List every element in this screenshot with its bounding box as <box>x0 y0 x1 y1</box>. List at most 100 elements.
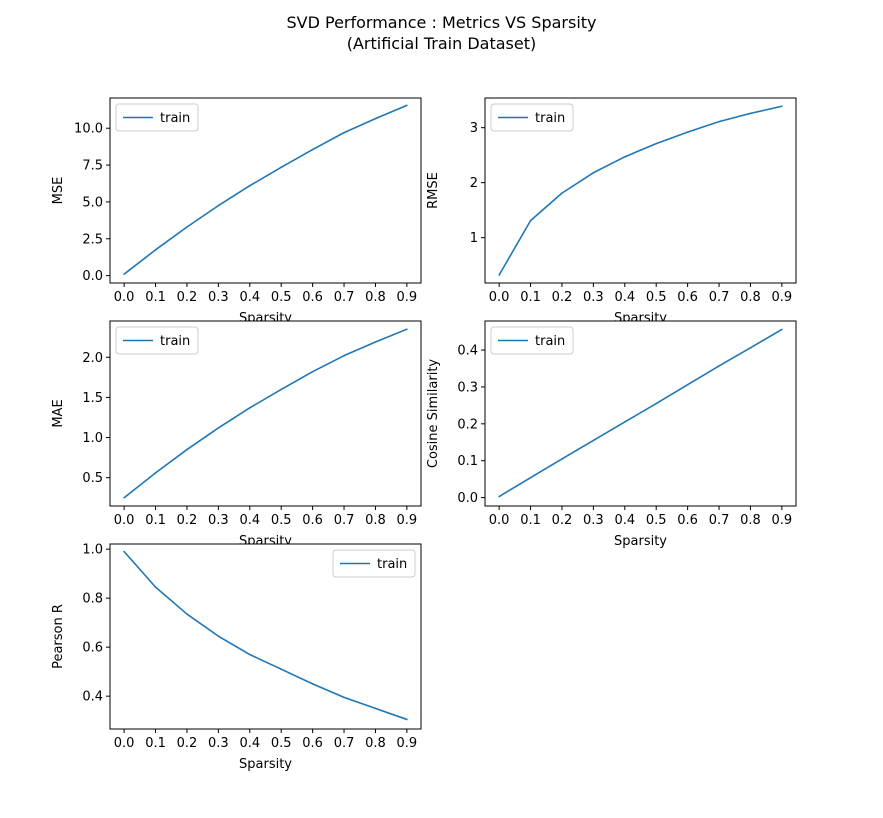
data-point <box>749 112 752 115</box>
x-tick-label: 0.4 <box>239 736 260 751</box>
x-tick-label: 0.9 <box>772 290 793 305</box>
y-tick-label: 0.6 <box>82 641 103 656</box>
y-tick-label: 1.0 <box>82 543 103 558</box>
x-tick-label: 0.2 <box>177 290 198 305</box>
x-tick-label: 0.3 <box>208 513 229 528</box>
x-tick-label: 0.8 <box>365 736 386 751</box>
x-tick-label: 0.1 <box>520 513 541 528</box>
data-point <box>686 383 689 386</box>
x-tick-label: 0.3 <box>208 290 229 305</box>
legend-label: train <box>535 111 565 126</box>
y-tick-label: 3 <box>470 121 478 136</box>
x-axis-label: Sparsity <box>239 757 292 772</box>
x-tick-label: 0.9 <box>397 290 418 305</box>
series-line-train <box>123 328 408 499</box>
figure-title-line-2: (Artificial Train Dataset) <box>346 34 537 53</box>
data-point <box>655 142 658 145</box>
x-tick-label: 0.8 <box>740 513 761 528</box>
data-point <box>311 683 314 685</box>
y-tick-label: 2.0 <box>82 351 103 366</box>
data-point <box>374 707 377 710</box>
x-tick-label: 0.7 <box>334 513 355 528</box>
y-tick-label: 0.8 <box>82 592 103 607</box>
x-tick-label: 0.6 <box>302 736 323 751</box>
y-tick-label: 0.2 <box>457 417 478 432</box>
y-tick-label: 0.1 <box>457 454 478 469</box>
y-tick-label: 2.5 <box>82 232 103 247</box>
y-axis-label: MSE <box>51 177 66 205</box>
x-tick-label: 0.6 <box>677 513 698 528</box>
data-point <box>123 273 125 275</box>
data-point <box>592 439 595 442</box>
x-tick-label: 0.0 <box>114 290 135 305</box>
data-point <box>655 402 658 405</box>
data-point <box>154 249 157 251</box>
y-axis-label: Cosine Similarity <box>426 359 441 469</box>
subplot-2: 0.0 0.1 0.2 0.3 0.4 0.5 0.6 0.7 0.8 0.9123Sparsit… <box>426 97 797 326</box>
data-point <box>217 427 220 429</box>
y-axis-label: Pearson R <box>51 604 66 669</box>
y-tick-label: 0.4 <box>82 690 103 705</box>
x-tick-label: 0.5 <box>271 736 292 751</box>
legend-label: train <box>160 111 190 126</box>
y-tick-label: 0.4 <box>457 344 478 359</box>
x-tick-label: 0.2 <box>552 290 573 305</box>
x-tick-label: 0.7 <box>709 290 730 305</box>
y-tick-label: 2 <box>470 176 478 191</box>
x-tick-label: 0.0 <box>489 513 510 528</box>
data-point <box>623 421 626 423</box>
x-tick-label: 0.7 <box>334 736 355 751</box>
subplot-1: 0.0 0.1 0.2 0.3 0.4 0.5 0.6 0.7 0.8 0.9 0.0 2.5 5.0 7… <box>51 97 422 326</box>
data-point <box>623 156 626 158</box>
x-tick-label: 0.7 <box>709 513 730 528</box>
data-point <box>374 117 377 120</box>
data-point <box>374 341 377 343</box>
x-tick-label: 0.4 <box>239 513 260 528</box>
x-tick-label: 0.9 <box>397 736 418 751</box>
data-point <box>311 370 314 373</box>
data-point <box>718 365 720 367</box>
series-line-train <box>123 551 408 721</box>
legend-box <box>115 103 199 132</box>
y-tick-label: 7.5 <box>82 159 103 174</box>
legend: train <box>490 103 574 132</box>
x-tick-label: 0.5 <box>271 513 292 528</box>
data-point <box>311 148 314 151</box>
data-point <box>280 668 283 671</box>
figure-title: SVD Performance : Metrics VS Sparsity (A… <box>0 12 883 54</box>
data-point <box>781 328 783 331</box>
data-point <box>561 192 563 194</box>
y-axis-label: MAE <box>51 399 66 427</box>
legend-box <box>115 326 199 355</box>
x-tick-label: 0.1 <box>145 513 166 528</box>
series-line-train <box>498 328 783 498</box>
x-tick-label: 0.0 <box>489 290 510 305</box>
series-line-train <box>123 104 408 275</box>
data-point <box>749 347 752 349</box>
x-tick-label: 0.1 <box>145 290 166 305</box>
legend: train <box>115 103 199 132</box>
x-tick-label: 0.8 <box>740 290 761 305</box>
data-point <box>248 407 251 409</box>
legend: train <box>115 326 199 355</box>
data-point <box>718 120 720 123</box>
data-point <box>248 653 251 656</box>
data-point <box>561 458 563 460</box>
data-point <box>186 448 188 451</box>
subplot-4: 0.0 0.1 0.2 0.3 0.4 0.5 0.6 0.7 0.8 0.9 0.0 0.1 0.2 0… <box>426 320 797 549</box>
legend-label: train <box>535 334 565 349</box>
figure-title-line-1: SVD Performance : Metrics VS Sparsity <box>286 13 597 32</box>
x-tick-label: 0.6 <box>302 290 323 305</box>
x-tick-label: 0.4 <box>614 513 635 528</box>
x-tick-label: 0.5 <box>271 290 292 305</box>
x-tick-label: 0.2 <box>177 736 198 751</box>
legend-box <box>332 549 416 578</box>
data-point <box>280 166 283 169</box>
x-tick-label: 0.8 <box>365 290 386 305</box>
x-tick-label: 0.0 <box>114 736 135 751</box>
x-tick-label: 0.6 <box>302 513 323 528</box>
y-tick-label: 0.5 <box>82 471 103 486</box>
x-tick-label: 0.5 <box>646 290 667 305</box>
x-axis-label: Sparsity <box>614 534 667 549</box>
y-tick-label: 1 <box>470 231 478 246</box>
